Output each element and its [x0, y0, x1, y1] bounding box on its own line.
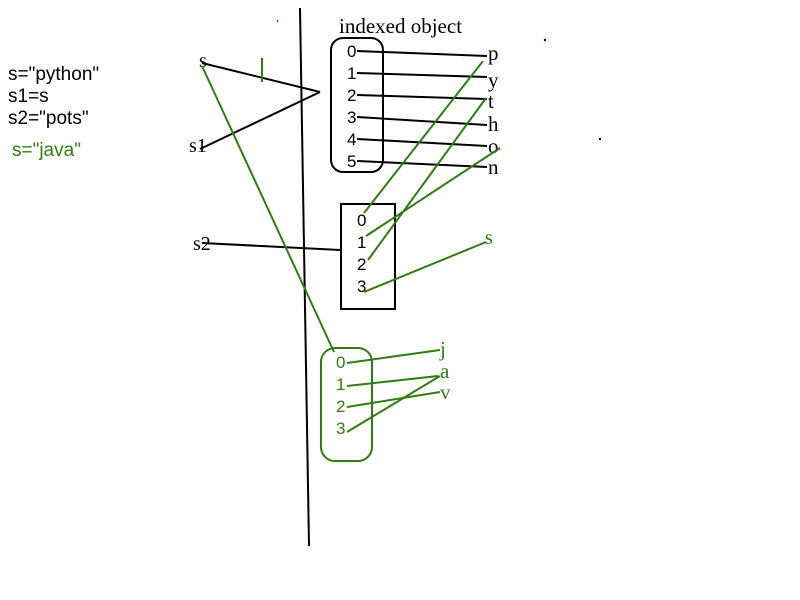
ref-s1: s1	[189, 135, 207, 157]
java-link-3-to-a	[346, 375, 441, 433]
pointer-s2-to-pots	[201, 242, 341, 251]
java-char-a: a	[440, 359, 450, 383]
pots-link-0-to-p	[363, 60, 484, 214]
python-index-4: 4	[347, 130, 356, 149]
stray-dot	[543, 38, 547, 42]
code-line-python: s="python"	[8, 64, 99, 85]
pots-index-0: 0	[357, 211, 366, 230]
python-object-box	[330, 37, 384, 173]
java-index-2: 2	[336, 397, 345, 416]
java-char-v: v	[440, 380, 451, 404]
python-link-4	[356, 138, 488, 147]
stack-heap-divider	[299, 7, 310, 547]
ref-s2: s2	[193, 233, 211, 255]
java-object-box	[320, 347, 373, 462]
python-index-1: 1	[347, 64, 356, 83]
diagram-title: indexed object	[339, 14, 462, 38]
python-link-2	[356, 94, 488, 100]
pots-index-1: 1	[357, 233, 366, 252]
python-link-1	[356, 72, 488, 78]
python-index-3: 3	[347, 108, 356, 127]
python-link-3	[356, 116, 488, 126]
stray-mark	[276, 19, 279, 23]
pointer-s-to-java	[201, 65, 335, 353]
pots-index-3: 3	[357, 277, 366, 296]
python-char-o: o	[488, 134, 499, 158]
stray-dot	[598, 137, 602, 141]
code-line-java: s="java"	[12, 140, 81, 161]
pointer-s1-to-python	[199, 91, 321, 150]
java-link-1-to-a	[346, 375, 439, 387]
python-char-t: t	[488, 89, 494, 113]
python-link-0	[356, 50, 488, 57]
java-char-j: j	[439, 337, 446, 361]
python-index-0: 0	[347, 42, 356, 61]
pots-char-s: s	[485, 227, 493, 249]
python-index-5: 5	[347, 152, 356, 171]
pots-link-2-to-t	[367, 97, 487, 261]
python-char-p: p	[488, 41, 499, 65]
python-link-5	[356, 160, 488, 168]
java-index-1: 1	[336, 375, 345, 394]
pots-object-box	[340, 203, 396, 310]
python-char-y: y	[488, 68, 499, 92]
ref-s: s	[199, 50, 207, 72]
code-line-pots: s2="pots"	[8, 108, 89, 129]
java-link-2-to-v	[346, 391, 441, 408]
python-char-h: h	[488, 112, 499, 136]
java-index-3: 3	[336, 419, 345, 438]
java-index-0: 0	[336, 353, 345, 372]
python-char-n: n	[488, 155, 499, 179]
code-line-s1: s1=s	[8, 86, 49, 107]
java-link-0-to-j	[346, 349, 441, 364]
pots-link-3-to-s	[363, 241, 487, 293]
pots-index-2: 2	[357, 255, 366, 274]
pots-link-1-to-o	[365, 147, 501, 237]
python-index-2: 2	[347, 86, 356, 105]
